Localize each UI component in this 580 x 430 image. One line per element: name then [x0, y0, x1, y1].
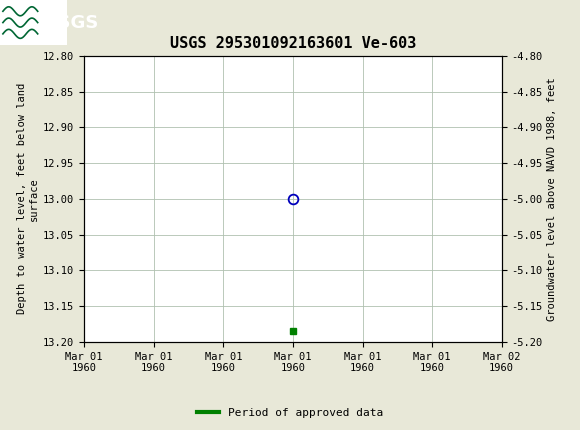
Y-axis label: Depth to water level, feet below land
surface: Depth to water level, feet below land su… [17, 83, 39, 314]
Title: USGS 295301092163601 Ve-603: USGS 295301092163601 Ve-603 [170, 36, 416, 51]
Y-axis label: Groundwater level above NAVD 1988, feet: Groundwater level above NAVD 1988, feet [547, 77, 557, 321]
Text: USGS: USGS [44, 14, 99, 31]
Bar [0, 0, 67, 45]
Legend: Period of approved data: Period of approved data [193, 403, 387, 422]
